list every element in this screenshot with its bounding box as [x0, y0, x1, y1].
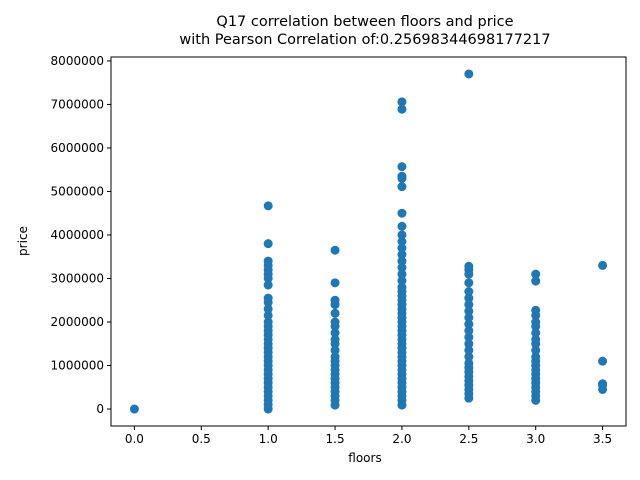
chart-subtitle: with Pearson Correlation of:0.2569834469…: [179, 32, 550, 48]
y-axis-ticks: 0 1000000 2000000 3000000 4000000 5000000 6000…: [51, 54, 111, 416]
scatter-point: [397, 269, 407, 279]
scatter-point: [263, 280, 273, 290]
scatter-point: [531, 334, 541, 344]
scatter-point: [397, 97, 407, 107]
scatter-point: [397, 230, 407, 240]
x-tick-label: 3.0: [526, 432, 545, 446]
scatter-point: [464, 319, 474, 329]
y-tick-label: 5000000: [51, 184, 104, 198]
scatter-point: [129, 404, 139, 414]
scatter-point: [464, 339, 474, 349]
scatter-point: [397, 171, 407, 181]
scatter-point: [464, 358, 474, 368]
scatter-point: [263, 239, 273, 249]
scatter-point: [531, 352, 541, 362]
scatter-point: [397, 162, 407, 172]
scatter-point: [531, 345, 541, 355]
scatter-point: [531, 276, 541, 286]
scatter-point: [531, 317, 541, 327]
scatter-point: [531, 269, 541, 279]
scatter-point: [397, 256, 407, 266]
scatter-point: [598, 356, 608, 366]
scatter-point: [397, 276, 407, 286]
y-tick-label: 2000000: [51, 315, 104, 329]
scatter-point: [464, 293, 474, 303]
scatter-point: [464, 313, 474, 323]
scatter-point: [263, 293, 273, 303]
x-tick-label: 0.5: [192, 432, 211, 446]
chart-title: Q17 correlation between floors and price: [216, 14, 513, 30]
scatter-point: [397, 282, 407, 292]
x-axis-label: floors: [348, 451, 381, 465]
scatter-point: [397, 182, 407, 192]
scatter-point: [263, 310, 273, 320]
scatter-point: [263, 304, 273, 314]
scatter-point: [531, 305, 541, 315]
scatter-point: [531, 328, 541, 338]
scatter-point: [464, 345, 474, 355]
x-tick-label: 0.0: [125, 432, 144, 446]
scatter-point: [464, 69, 474, 79]
scatter-point: [397, 250, 407, 260]
scatter-point: [330, 317, 340, 327]
scatter-point: [263, 317, 273, 327]
x-tick-label: 2.0: [392, 432, 411, 446]
scatter-point: [330, 278, 340, 288]
x-tick-label: 1.0: [259, 432, 278, 446]
scatter-point: [464, 306, 474, 316]
scatter-point: [397, 263, 407, 273]
scatter-points: [129, 69, 608, 414]
scatter-point: [598, 379, 608, 389]
y-tick-label: 7000000: [51, 97, 104, 111]
scatter-point: [464, 278, 474, 288]
scatter-point: [464, 332, 474, 342]
scatter-point: [330, 345, 340, 355]
y-tick-label: 8000000: [51, 54, 104, 68]
scatter-point: [397, 237, 407, 246]
scatter-point: [464, 352, 474, 362]
scatter-point: [397, 243, 407, 253]
x-axis-ticks: 0.0 0.5 1.0 1.5 2.0 2.5 3.0 3.5: [125, 426, 612, 446]
scatter-point: [263, 256, 273, 266]
plot-area-frame: [110, 56, 627, 427]
scatter-point: [330, 308, 340, 318]
y-tick-label: 0: [96, 402, 104, 416]
y-axis-label: price: [16, 226, 30, 256]
y-tick-label: 4000000: [51, 228, 104, 242]
scatter-point: [397, 221, 407, 231]
scatter-point: [464, 326, 474, 336]
y-tick-label: 3000000: [51, 271, 104, 285]
scatter-point: [464, 261, 474, 271]
x-tick-label: 1.5: [326, 432, 345, 446]
scatter-point: [330, 352, 340, 362]
scatter-point: [330, 295, 340, 305]
scatter-point: [263, 201, 273, 211]
scatter-point: [598, 260, 608, 270]
x-tick-label: 2.5: [459, 432, 478, 446]
scatter-point: [464, 300, 474, 310]
scatter-point: [330, 245, 340, 255]
scatter-point: [330, 334, 340, 344]
y-tick-label: 1000000: [51, 359, 104, 373]
scatter-point: [397, 104, 407, 114]
scatter-point: [330, 328, 340, 338]
scatter-point: [397, 208, 407, 218]
scatter-point: [464, 287, 474, 297]
x-tick-label: 3.5: [593, 432, 612, 446]
y-tick-label: 6000000: [51, 141, 104, 155]
